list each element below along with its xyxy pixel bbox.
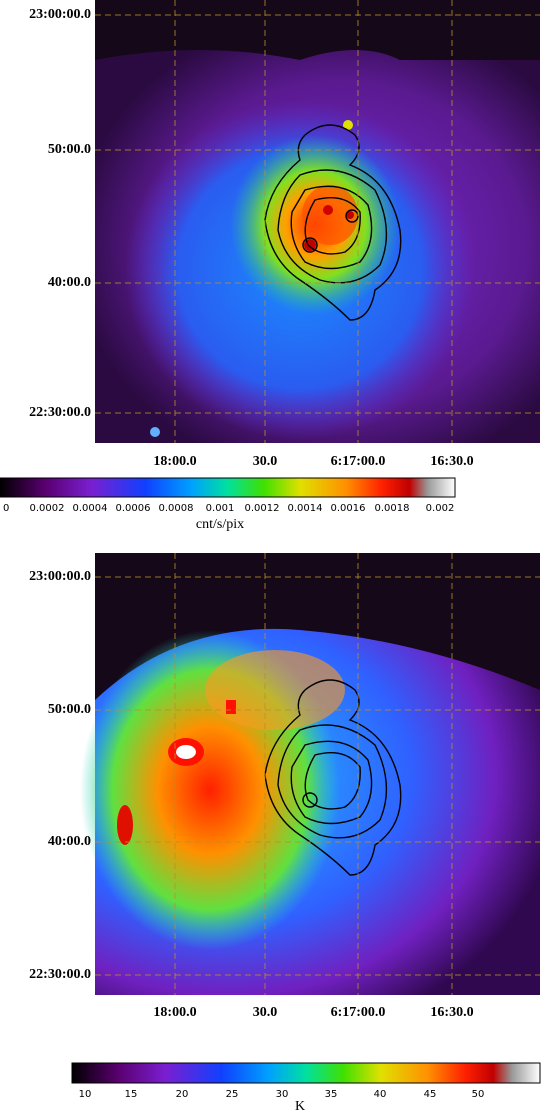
colorbar-label: 0.0018 <box>375 503 410 514</box>
colorbar-label: 25 <box>226 1089 239 1100</box>
colorbar-unit: cnt/s/pix <box>196 517 244 532</box>
y-axis-label: 22:30:00.0 <box>29 967 91 982</box>
y-axis-label: 40:00.0 <box>48 275 91 290</box>
x-axis-label: 30.0 <box>253 454 278 469</box>
y-axis-label: 50:00.0 <box>48 142 91 157</box>
x-axis-label: 30.0 <box>253 1005 278 1020</box>
colorbar-label: 30 <box>276 1089 289 1100</box>
colorbar-label: 0.002 <box>426 503 455 514</box>
y-axis-label: 22:30:00.0 <box>29 405 91 420</box>
colorbar-label: 40 <box>374 1089 387 1100</box>
x-axis-label: 6:17:00.0 <box>331 454 386 469</box>
colorbar-label: 0.0012 <box>245 503 280 514</box>
y-axis-label: 23:00:00.0 <box>29 7 91 22</box>
xray-image <box>95 0 540 443</box>
x-axis-label: 18:00.0 <box>153 454 196 469</box>
colorbar-label: 20 <box>176 1089 189 1100</box>
colorbar-label: 10 <box>79 1089 92 1100</box>
colorbar-label: 0.0006 <box>116 503 151 514</box>
colorbar-label: 0.001 <box>206 503 235 514</box>
x-axis-label: 16:30.0 <box>430 454 473 469</box>
colorbar-label: 0.0016 <box>331 503 366 514</box>
y-axis-label: 40:00.0 <box>48 834 91 849</box>
x-axis-label: 18:00.0 <box>153 1005 196 1020</box>
colorbar-label: 0 <box>3 503 9 514</box>
colorbar <box>71 1062 541 1084</box>
colorbar-label: 0.0014 <box>288 503 323 514</box>
colorbar <box>0 477 456 498</box>
colorbar-label: 0.0004 <box>73 503 108 514</box>
colorbar-label: 0.0008 <box>159 503 194 514</box>
x-axis-label: 6:17:00.0 <box>331 1005 386 1020</box>
y-axis-label: 23:00:00.0 <box>29 569 91 584</box>
colorbar-label: 15 <box>125 1089 138 1100</box>
colorbar-label: 50 <box>472 1089 485 1100</box>
radio-image <box>80 553 540 995</box>
colorbar-label: 45 <box>424 1089 437 1100</box>
x-axis-label: 16:30.0 <box>430 1005 473 1020</box>
colorbar-label: 0.0002 <box>30 503 65 514</box>
y-axis-label: 50:00.0 <box>48 702 91 717</box>
colorbar-unit: K <box>295 1099 305 1114</box>
colorbar-label: 35 <box>325 1089 338 1100</box>
